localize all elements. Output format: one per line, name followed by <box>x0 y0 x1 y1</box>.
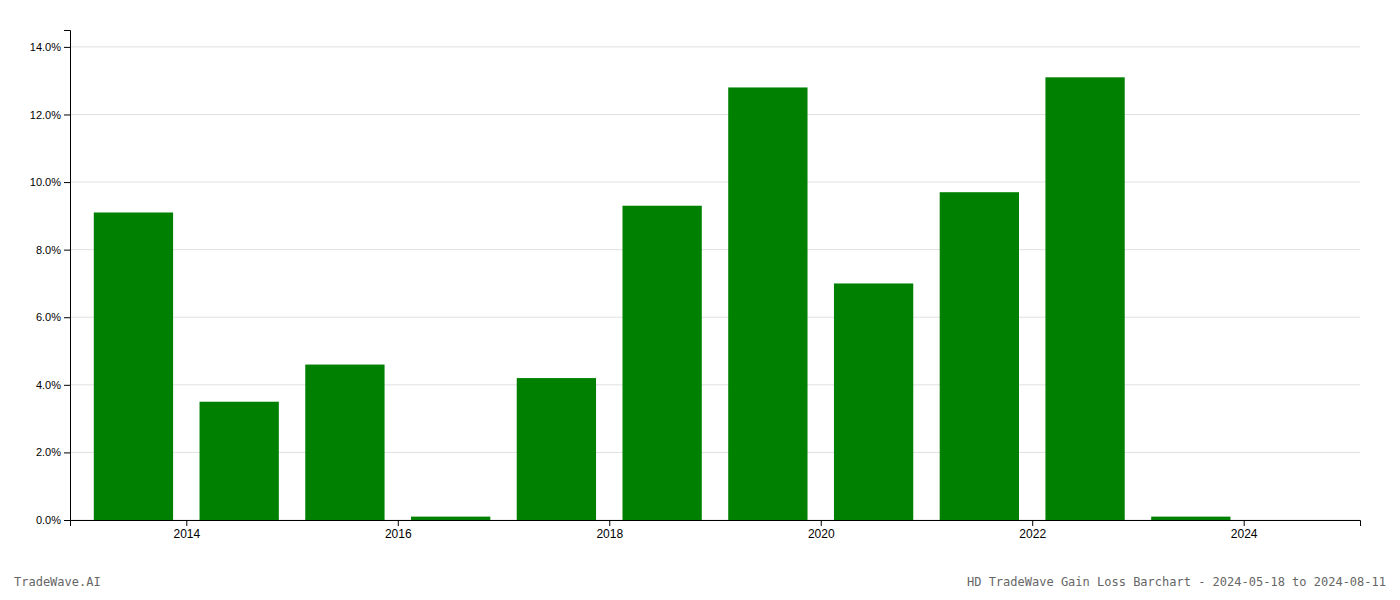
y-tick-label: 14.0% <box>30 41 61 53</box>
x-axis: 2014 2016 2018 2020 2022 2024 <box>71 520 1361 541</box>
y-tick-label: 12.0% <box>30 109 61 121</box>
grid-line <box>70 384 1360 385</box>
y-tick: 10.0% <box>30 176 70 188</box>
x-tick-mark <box>609 520 610 526</box>
footer-text: HD TradeWave Gain Loss Barchart - 2024-0… <box>967 575 1386 589</box>
x-tick: 2014 <box>173 520 200 541</box>
x-tick: 2020 <box>808 520 835 541</box>
bar <box>834 283 913 520</box>
x-tick: 2024 <box>1231 520 1258 541</box>
y-tick-label: 6.0% <box>36 311 61 323</box>
bar <box>517 378 596 520</box>
footer-text: TradeWave.AI <box>14 575 101 589</box>
grid-line <box>70 182 1360 183</box>
x-tick-mark <box>821 520 822 526</box>
x-tick: 2022 <box>1019 520 1046 541</box>
y-tick-mark <box>64 385 70 386</box>
x-tick: 2018 <box>596 520 623 541</box>
y-tick: 6.0% <box>36 311 70 323</box>
y-tick-label: 4.0% <box>36 379 61 391</box>
y-tick-label: 0.0% <box>36 514 61 526</box>
grid-line <box>70 317 1360 318</box>
y-tick-mark <box>64 114 70 115</box>
footer: TradeWave.AI HD TradeWave Gain Loss Barch… <box>14 575 1386 589</box>
bar <box>411 517 490 520</box>
y-tick: 8.0% <box>36 244 70 256</box>
y-tick-mark <box>64 317 70 318</box>
x-tick-mark <box>1032 520 1033 526</box>
y-tick-label: 2.0% <box>36 446 61 458</box>
bar <box>622 206 701 520</box>
grid-line <box>70 46 1360 47</box>
x-tick-label: 2016 <box>385 527 412 541</box>
y-tick: 2.0% <box>36 446 70 458</box>
x-tick-mark <box>1244 520 1245 526</box>
bar <box>200 402 279 520</box>
y-axis-line <box>64 31 71 521</box>
x-tick-label: 2022 <box>1019 527 1046 541</box>
y-tick-label: 8.0% <box>36 244 61 256</box>
x-axis-line <box>71 521 1361 527</box>
bar <box>940 192 1019 520</box>
x-tick-label: 2024 <box>1231 527 1258 541</box>
y-tick-mark <box>64 520 70 521</box>
y-tick-label: 10.0% <box>30 176 61 188</box>
y-tick-mark <box>64 250 70 251</box>
y-tick: 14.0% <box>30 41 70 53</box>
y-tick-mark <box>64 47 70 48</box>
x-tick: 2016 <box>385 520 412 541</box>
y-tick: 12.0% <box>30 109 70 121</box>
bar <box>305 365 384 520</box>
x-tick-mark <box>186 520 187 526</box>
x-tick-label: 2018 <box>596 527 623 541</box>
y-tick-mark <box>64 452 70 453</box>
bar <box>94 212 173 520</box>
x-tick-mark <box>398 520 399 526</box>
bar <box>1151 517 1230 520</box>
y-tick: 0.0% <box>36 514 70 526</box>
grid-line <box>70 249 1360 250</box>
y-tick-mark <box>64 182 70 183</box>
chart: 2014 2016 2018 2020 2022 2024 0.0% 2.0% 4.0% 6.0%… <box>0 0 1400 600</box>
y-axis: 0.0% 2.0% 4.0% 6.0% 8.0% 10.0% 12.0% 14.0% <box>30 31 71 527</box>
x-tick-label: 2014 <box>173 527 200 541</box>
bar <box>728 87 807 520</box>
plot-area <box>94 77 1231 520</box>
grid <box>70 47 1360 520</box>
grid-line <box>70 114 1360 115</box>
x-tick-label: 2020 <box>808 527 835 541</box>
y-tick: 4.0% <box>36 379 70 391</box>
bar <box>1045 77 1124 520</box>
